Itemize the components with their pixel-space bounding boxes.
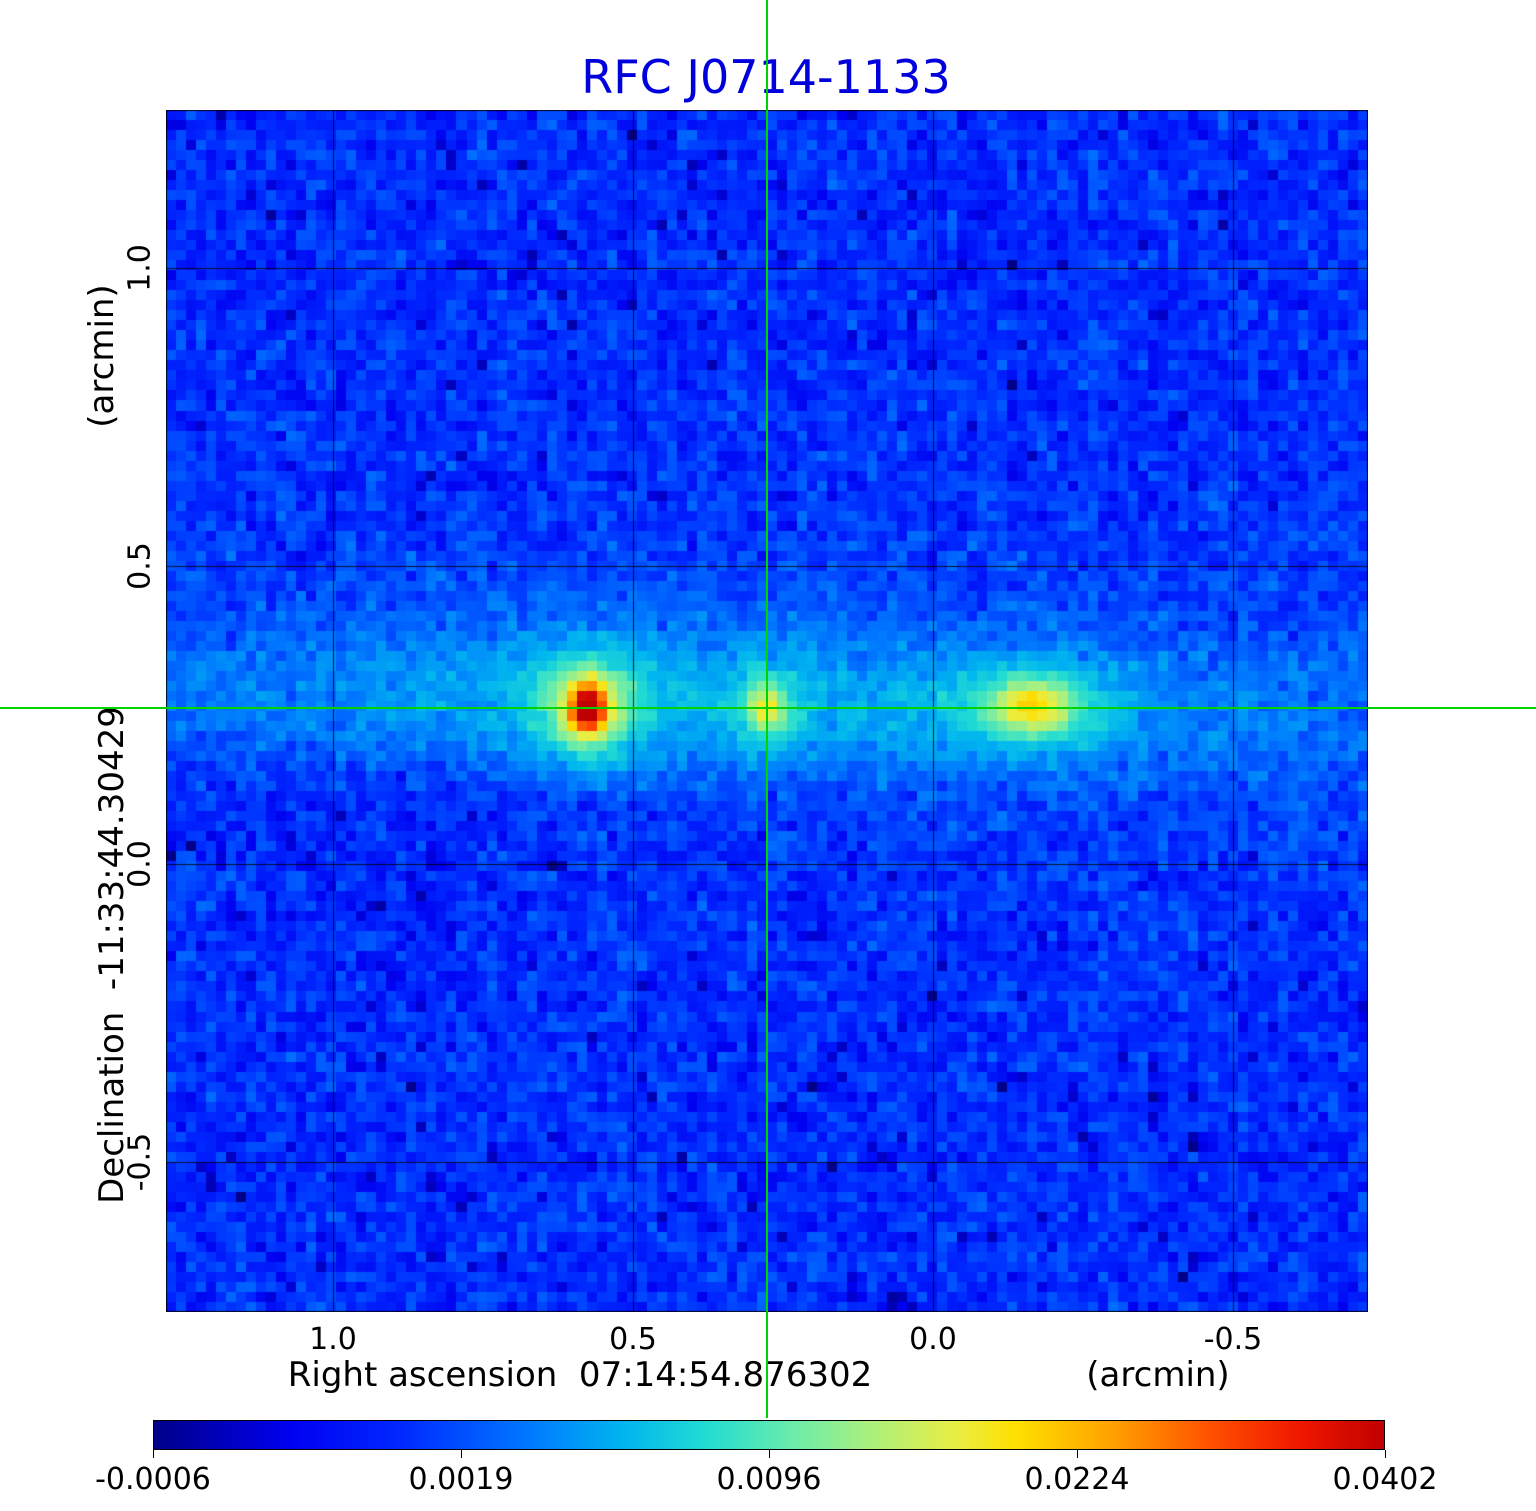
- colorbar-tick: [461, 1450, 462, 1458]
- colorbar-tick: [1385, 1450, 1386, 1458]
- x-tick-label: -0.5: [1203, 1322, 1263, 1357]
- colorbar-tick-label: 0.0224: [1024, 1462, 1130, 1497]
- colorbar-tick-label: 0.0402: [1332, 1462, 1438, 1497]
- x-tick-label: 0.5: [609, 1322, 657, 1357]
- x-axis-unit-label: (arcmin): [1086, 1355, 1230, 1395]
- colorbar-tick-label: 0.0096: [716, 1462, 822, 1497]
- x-tick-label: 0.0: [909, 1322, 957, 1357]
- y-tick-label: 0.5: [122, 542, 158, 590]
- y-axis-label: Declination -11:33:44.30429: [92, 706, 132, 1204]
- crosshair-vertical-line: [766, 0, 768, 1418]
- colorbar-tick-label: 0.0019: [408, 1462, 514, 1497]
- colorbar-tick: [1077, 1450, 1078, 1458]
- x-axis-label: Right ascension 07:14:54.876302: [287, 1355, 873, 1395]
- colorbar-tick-label: -0.0006: [95, 1462, 211, 1497]
- y-tick-label: 1.0: [122, 244, 158, 292]
- colorbar-gradient: [153, 1420, 1385, 1450]
- plot-title: RFC J0714-1133: [581, 50, 951, 104]
- x-tick-label: 1.0: [309, 1322, 357, 1357]
- colorbar-tick: [769, 1450, 770, 1458]
- crosshair-horizontal-line: [0, 707, 1536, 709]
- colorbar-tick: [153, 1450, 154, 1458]
- y-axis-unit-label: (arcmin): [82, 284, 122, 428]
